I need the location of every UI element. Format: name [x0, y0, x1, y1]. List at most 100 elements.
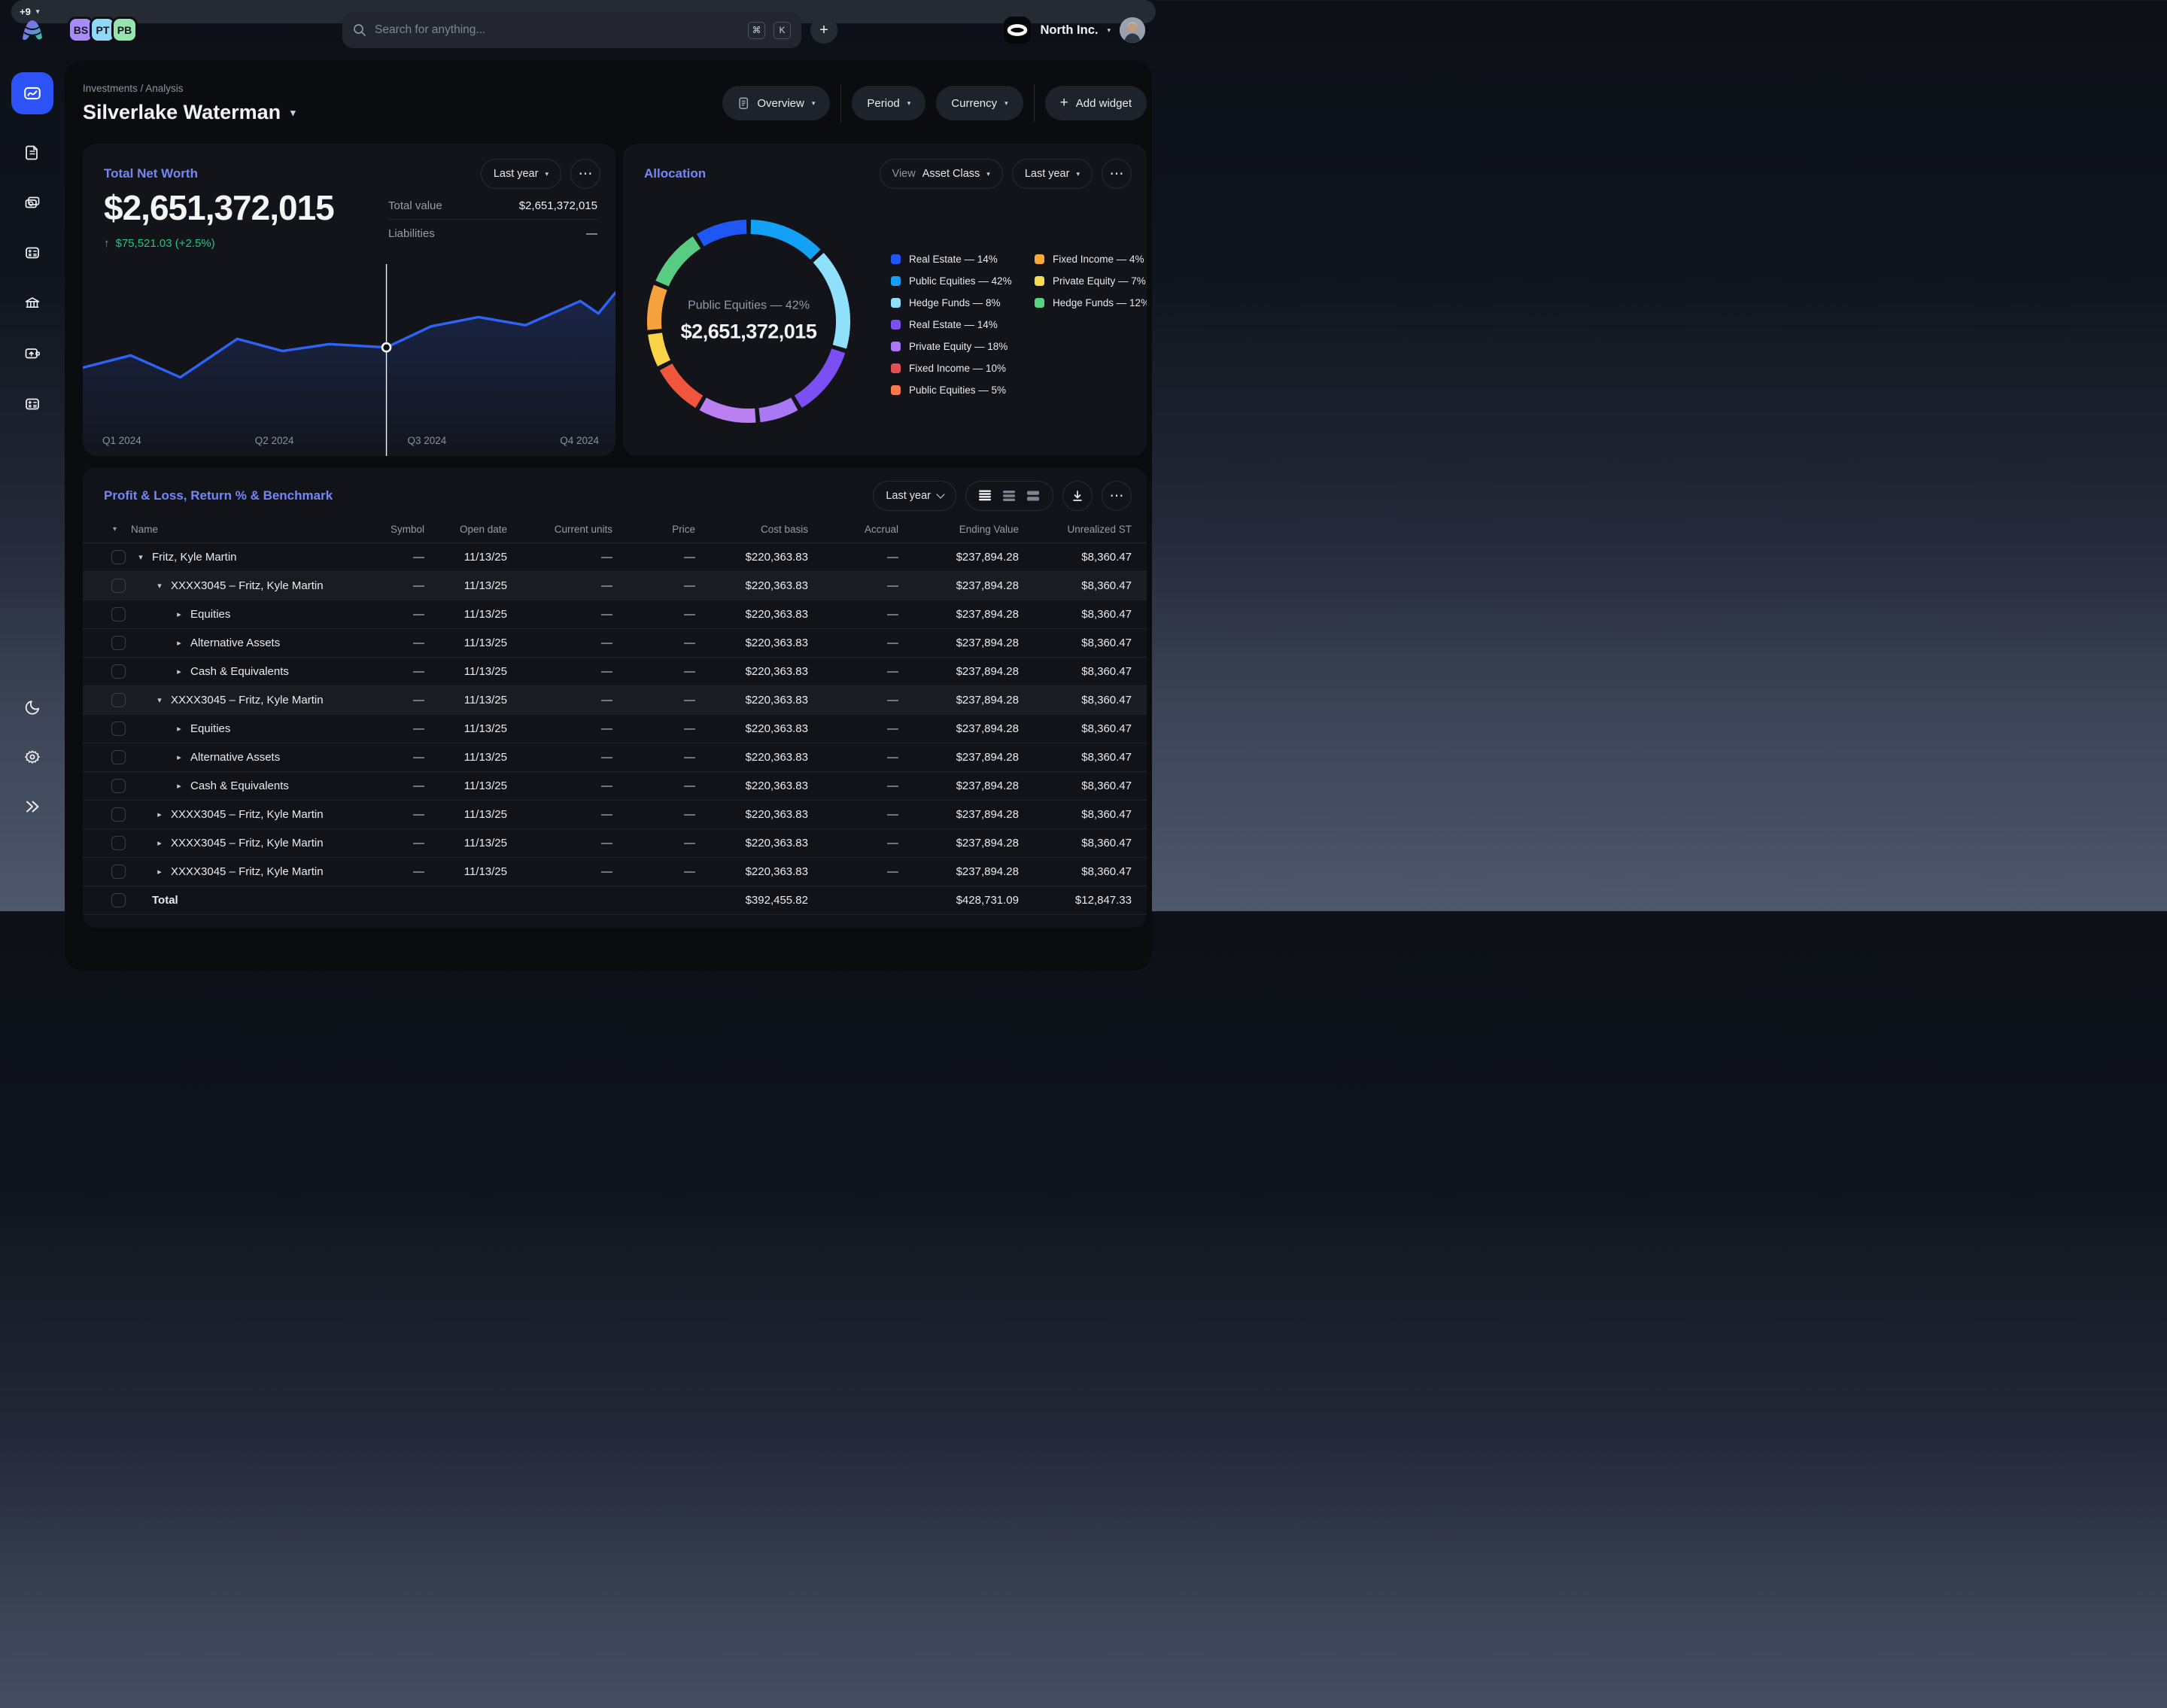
table-row[interactable]: ▸ Cash & Equivalents — 11/13/25 — — $220,363.8… — [83, 658, 1147, 686]
org-logo-icon[interactable] — [1004, 17, 1032, 44]
search-bar[interactable]: ⌘ K — [342, 12, 801, 48]
table-row[interactable]: ▾ XXXX3045 – Fritz, Kyle Martin — 11/13/25 —… — [83, 686, 1147, 715]
row-checkbox[interactable] — [111, 664, 126, 679]
allocation-period-select[interactable]: Last year ▾ — [1011, 159, 1093, 189]
row-checkbox[interactable] — [111, 807, 126, 822]
density-relaxed-icon[interactable] — [1027, 490, 1040, 502]
page-title-selector[interactable]: Silverlake Waterman ▾ — [83, 101, 296, 124]
donut-segment[interactable] — [647, 284, 667, 330]
row-checkbox[interactable] — [111, 836, 126, 850]
caret-right-icon[interactable]: ▸ — [177, 610, 181, 619]
row-checkbox[interactable] — [111, 550, 126, 564]
row-checkbox[interactable] — [111, 693, 126, 707]
search-input[interactable] — [375, 23, 740, 37]
table-row[interactable]: ▾ XXXX3045 – Fritz, Kyle Martin — 11/13/25 —… — [83, 572, 1147, 600]
column-header-name[interactable]: Name — [131, 523, 159, 535]
caret-right-icon[interactable]: ▸ — [177, 639, 181, 648]
sidebar-item-dashboard[interactable] — [11, 72, 53, 114]
sidebar-item-calculator[interactable] — [23, 244, 41, 262]
sidebar-item-transfers[interactable] — [23, 345, 41, 363]
column-header-current-units[interactable]: Current units — [554, 523, 612, 535]
density-compact-icon[interactable] — [979, 490, 992, 502]
row-checkbox[interactable] — [111, 722, 126, 736]
allocation-more-button[interactable]: ⋯ — [1102, 159, 1132, 189]
caret-right-icon[interactable]: ▸ — [157, 839, 162, 848]
sidebar-item-cash[interactable] — [23, 193, 41, 211]
sidebar-item-statements[interactable] — [23, 395, 41, 413]
table-row[interactable]: ▸ Cash & Equivalents — 11/13/25 — — $220,363.8… — [83, 772, 1147, 801]
table-row[interactable]: ▸ XXXX3045 – Fritz, Kyle Martin — 11/13/25 —… — [83, 858, 1147, 886]
caret-right-icon[interactable]: ▸ — [177, 667, 181, 676]
row-checkbox[interactable] — [111, 779, 126, 793]
column-header-accrual[interactable]: Accrual — [864, 523, 898, 535]
row-value: 11/13/25 — [463, 551, 507, 564]
donut-segment[interactable] — [699, 397, 756, 423]
row-checkbox[interactable] — [111, 893, 126, 907]
row-checkbox[interactable] — [111, 607, 126, 622]
settings-gear-icon[interactable] — [23, 748, 41, 766]
overview-select[interactable]: Overview ▾ — [722, 86, 831, 120]
donut-segment[interactable] — [794, 348, 846, 408]
table-row[interactable]: ▸ Alternative Assets — 11/13/25 — — $220,363.8… — [83, 743, 1147, 772]
donut-segment[interactable] — [696, 220, 747, 247]
app-logo-icon[interactable] — [20, 17, 45, 43]
column-header-unrealized-st[interactable]: Unrealized ST — [1067, 523, 1132, 535]
period-value: Last year — [886, 490, 931, 502]
caret-right-icon[interactable]: ▸ — [177, 782, 181, 791]
donut-segment[interactable] — [750, 220, 821, 260]
row-checkbox[interactable] — [111, 865, 126, 879]
table-row[interactable]: ▸ Alternative Assets — 11/13/25 — — $220,363.8… — [83, 629, 1147, 658]
donut-segment[interactable] — [813, 253, 850, 349]
row-value: $237,894.28 — [956, 751, 1019, 764]
allocation-donut-chart[interactable] — [640, 212, 858, 430]
row-value: $220,363.83 — [745, 837, 808, 849]
theme-toggle-moon-icon[interactable] — [23, 698, 41, 716]
net-worth-period-select[interactable]: Last year ▾ — [480, 159, 561, 189]
donut-segment[interactable] — [659, 363, 704, 408]
currency-select[interactable]: Currency ▾ — [936, 86, 1023, 120]
org-name[interactable]: North Inc. — [1040, 23, 1099, 37]
table-row[interactable]: ▸ XXXX3045 – Fritz, Kyle Martin — 11/13/25 —… — [83, 801, 1147, 829]
collapse-sidebar-icon[interactable] — [23, 798, 41, 816]
sidebar-item-bank[interactable] — [23, 294, 41, 312]
table-row[interactable]: ▸ Equities — 11/13/25 — — $220,363.83 — $237,894… — [83, 715, 1147, 743]
caret-down-icon[interactable]: ▾ — [157, 582, 162, 591]
period-select[interactable]: Period ▾ — [852, 86, 926, 120]
column-header-price[interactable]: Price — [672, 523, 695, 535]
add-button[interactable]: + — [810, 17, 837, 44]
chevron-down-icon[interactable]: ▾ — [1107, 26, 1111, 34]
caret-down-icon[interactable]: ▾ — [157, 696, 162, 705]
row-value: — — [413, 722, 424, 735]
row-checkbox[interactable] — [111, 750, 126, 764]
net-worth-more-button[interactable]: ⋯ — [570, 159, 600, 189]
table-row[interactable]: ▾ Fritz, Kyle Martin — 11/13/25 — — $220,363.8… — [83, 543, 1147, 572]
sidebar-item-documents[interactable] — [23, 143, 41, 161]
density-medium-icon[interactable] — [1003, 490, 1016, 502]
donut-segment[interactable] — [758, 397, 798, 423]
workspace-chip-pb[interactable]: PB — [111, 17, 138, 43]
column-header-cost-basis[interactable]: Cost basis — [760, 523, 808, 535]
allocation-view-select[interactable]: View Asset Class ▾ — [879, 159, 1003, 189]
download-button[interactable] — [1062, 481, 1093, 511]
column-header-open-date[interactable]: Open date — [459, 523, 507, 535]
pnl-more-button[interactable]: ⋯ — [1102, 481, 1132, 511]
add-widget-button[interactable]: + Add widget — [1044, 86, 1147, 120]
column-header-ending-value[interactable]: Ending Value — [959, 523, 1019, 535]
column-header-symbol[interactable]: Symbol — [390, 523, 424, 535]
caret-right-icon[interactable]: ▸ — [177, 725, 181, 734]
table-row[interactable]: ▸ Equities — 11/13/25 — — $220,363.83 — $237,894… — [83, 600, 1147, 629]
caret-down-icon[interactable]: ▾ — [138, 553, 143, 562]
donut-segment[interactable] — [648, 332, 671, 366]
row-checkbox[interactable] — [111, 636, 126, 650]
user-avatar[interactable] — [1120, 17, 1145, 43]
net-worth-line-chart[interactable] — [83, 264, 615, 456]
caret-right-icon[interactable]: ▸ — [157, 868, 162, 877]
table-row[interactable]: ▸ XXXX3045 – Fritz, Kyle Martin — 11/13/25 —… — [83, 829, 1147, 858]
table-row[interactable]: Total $392,455.82 $428,731.09 $12,847.33 — [83, 886, 1147, 915]
caret-right-icon[interactable]: ▸ — [157, 810, 162, 819]
sort-caret-icon[interactable]: ▾ — [113, 524, 117, 533]
caret-right-icon[interactable]: ▸ — [177, 753, 181, 762]
row-checkbox[interactable] — [111, 579, 126, 593]
donut-segment[interactable] — [655, 236, 701, 287]
pnl-period-select[interactable]: Last year — [873, 481, 956, 511]
